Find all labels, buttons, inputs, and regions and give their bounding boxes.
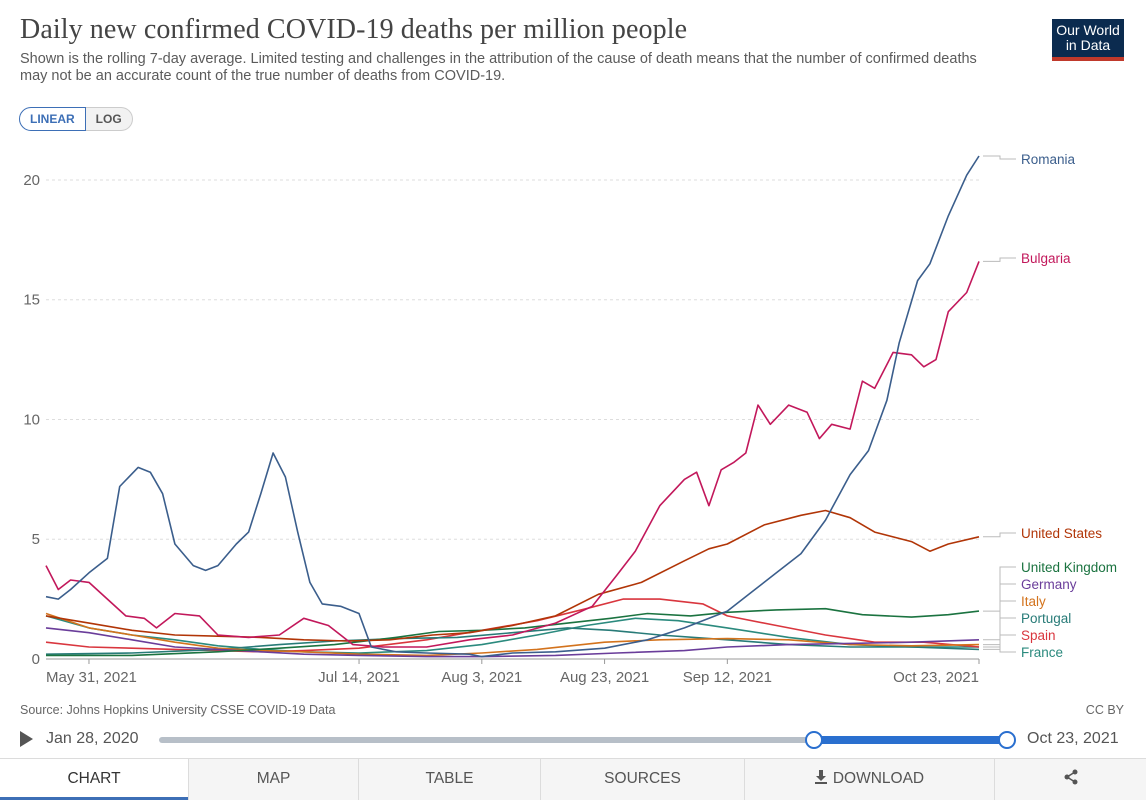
tab-chart[interactable]: CHART: [0, 759, 188, 800]
logo-line-1: Our World: [1056, 22, 1120, 38]
legend-label-portugal: Portugal: [1021, 611, 1071, 626]
y-tick-label: 5: [32, 531, 40, 548]
play-icon[interactable]: [20, 731, 33, 747]
legend-label-france: France: [1021, 645, 1063, 660]
series-line-romania: [45, 155, 980, 658]
series-line-united-kingdom: [46, 607, 980, 657]
tab-map[interactable]: MAP: [188, 759, 358, 800]
legend-label-united-states: United States: [1021, 526, 1102, 541]
legend-label-united-kingdom: United Kingdom: [1021, 560, 1117, 575]
x-tick-label: Jul 14, 2021: [318, 669, 400, 686]
legend-connector: [983, 532, 1016, 538]
timeline: Jan 28, 2020 Oct 23, 2021: [0, 722, 1146, 756]
legend-connector: [983, 646, 1016, 653]
timeline-track[interactable]: [159, 737, 1007, 743]
legend-label-spain: Spain: [1021, 628, 1056, 643]
scale-toggle: LINEAR LOG: [19, 107, 133, 131]
timeline-start-handle[interactable]: [805, 731, 823, 749]
legend-label-romania: Romania: [1021, 152, 1076, 167]
chart-subtitle: Shown is the rolling 7-day average. Limi…: [20, 51, 977, 84]
x-tick-label: Aug 3, 2021: [441, 669, 522, 686]
legend-label-germany: Germany: [1021, 577, 1077, 592]
series-line-france: [45, 615, 979, 654]
download-label: DOWNLOAD: [832, 770, 925, 787]
source-note[interactable]: Source: Johns Hopkins University CSSE CO…: [20, 703, 336, 717]
tab-share[interactable]: [994, 759, 1146, 800]
linear-scale-button[interactable]: LINEAR: [19, 107, 86, 131]
owid-logo[interactable]: Our World in Data: [1052, 19, 1124, 61]
x-tick-label: Oct 23, 2021: [893, 669, 979, 686]
y-tick-label: 20: [23, 172, 40, 189]
share-icon: [1064, 769, 1077, 785]
timeline-end-handle[interactable]: [998, 731, 1016, 749]
license-label[interactable]: CC BY: [1085, 703, 1124, 717]
series-line-united-states: [45, 509, 980, 642]
logo-line-2: in Data: [1065, 37, 1111, 53]
series-line-bulgaria: [45, 261, 980, 648]
legend-connector: [983, 617, 1016, 650]
legend-connector: [983, 257, 1016, 262]
bottom-tabs: CHART MAP TABLE SOURCES DOWNLOAD: [0, 758, 1146, 801]
y-tick-label: 15: [23, 292, 40, 309]
legend-label-bulgaria: Bulgaria: [1021, 251, 1071, 266]
download-icon: [814, 770, 827, 784]
timeline-selected-range: [813, 736, 1007, 744]
log-scale-button[interactable]: LOG: [85, 107, 133, 131]
x-tick-label: Sep 12, 2021: [683, 669, 772, 686]
legend-connector: [983, 634, 1016, 648]
y-tick-label: 0: [32, 651, 40, 668]
line-chart: 0 5 10 15 20 May 31, 2021 Jul 14, 2021 Aug 3, 2…: [23, 152, 1117, 686]
x-tick-label: Aug 23, 2021: [560, 669, 649, 686]
timeline-start-label: Jan 28, 2020: [46, 730, 139, 747]
tab-download[interactable]: DOWNLOAD: [744, 759, 994, 800]
series-line-portugal: [45, 627, 980, 655]
tab-table[interactable]: TABLE: [358, 759, 540, 800]
legend-connector: [983, 155, 1016, 160]
y-tick-label: 10: [23, 411, 40, 428]
legend-label-italy: Italy: [1021, 594, 1046, 609]
chart-title: Daily new confirmed COVID-19 deaths per …: [20, 14, 688, 45]
timeline-end-label: Oct 23, 2021: [1027, 730, 1119, 747]
x-tick-label: May 31, 2021: [46, 669, 137, 686]
tab-sources[interactable]: SOURCES: [540, 759, 744, 800]
series-line-germany: [45, 627, 980, 658]
